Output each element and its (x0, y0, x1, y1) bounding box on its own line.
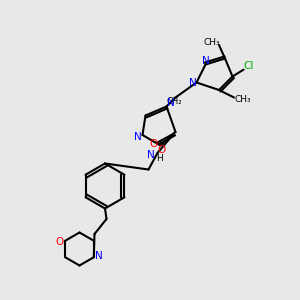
Text: CH₃: CH₃ (203, 38, 220, 47)
Text: O: O (158, 145, 166, 155)
Text: O: O (56, 237, 64, 247)
Text: H: H (157, 154, 163, 163)
Text: N: N (147, 150, 155, 161)
Text: N: N (167, 98, 175, 109)
Text: CH₂: CH₂ (166, 97, 182, 106)
Text: O: O (149, 139, 157, 149)
Text: N: N (134, 131, 142, 142)
Text: Cl: Cl (244, 61, 254, 71)
Text: CH₃: CH₃ (234, 94, 251, 103)
Text: N: N (202, 56, 209, 66)
Text: N: N (189, 77, 197, 88)
Text: N: N (95, 251, 103, 261)
